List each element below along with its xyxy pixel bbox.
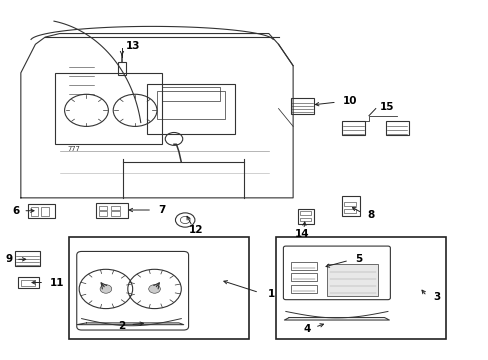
Bar [299,218,310,221]
Text: 12: 12 [188,225,203,235]
Bar [341,121,365,135]
Bar [341,196,360,216]
Text: 5: 5 [355,254,362,264]
Bar [69,237,249,339]
Text: 6: 6 [12,206,20,216]
Bar [41,207,49,216]
Bar [30,207,38,216]
Text: 11: 11 [50,278,64,288]
Text: 7: 7 [158,205,165,215]
Bar [344,209,356,213]
Text: 13: 13 [125,41,140,51]
Text: 777: 777 [67,147,80,152]
Bar [96,203,127,217]
Circle shape [100,285,112,293]
Text: 1: 1 [267,289,275,298]
Bar [162,87,220,102]
Bar [118,62,125,75]
Text: 10: 10 [343,96,357,107]
Bar [111,206,119,210]
Bar [21,280,35,286]
Bar [147,84,234,134]
Text: 2: 2 [118,321,125,332]
Bar [99,206,107,210]
Bar [344,202,356,206]
Text: 4: 4 [303,324,310,334]
Bar [276,237,446,339]
Bar [290,262,317,270]
Text: 9: 9 [5,254,13,264]
Text: 8: 8 [366,210,373,220]
Bar [111,211,119,216]
Bar [15,251,40,266]
Bar [299,211,310,215]
Bar [290,273,317,281]
Bar [297,208,313,224]
Bar [28,204,55,217]
Bar [99,211,107,216]
Bar [55,73,162,144]
Text: 14: 14 [294,229,308,239]
Bar [157,91,224,119]
Bar [385,121,408,135]
Polygon shape [284,318,388,320]
Text: 3: 3 [432,292,440,302]
Bar [290,285,317,293]
Bar [290,98,313,114]
Polygon shape [77,323,183,325]
Text: 15: 15 [379,102,393,112]
Bar [19,277,39,288]
Circle shape [148,285,160,293]
Bar [326,264,377,296]
